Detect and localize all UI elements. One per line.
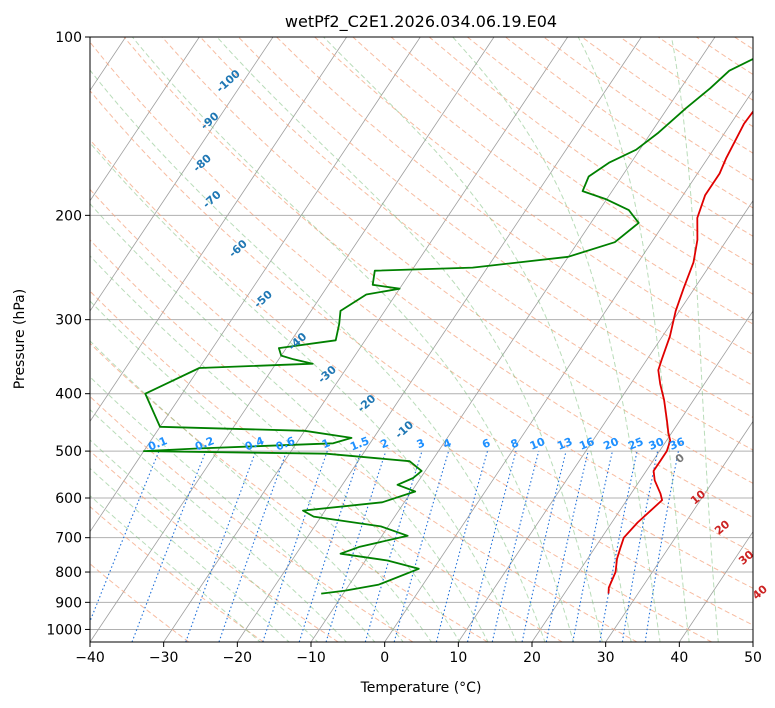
y-tick-label: 700 <box>55 531 82 547</box>
mixing-ratio-line <box>435 450 489 642</box>
mixing-ratio-label: 36 <box>668 435 687 453</box>
x-tick-label: 30 <box>597 650 615 666</box>
mixing-ratio-label: 8 <box>509 436 521 451</box>
mixing-ratio-line <box>466 450 517 642</box>
mixing-ratio-label: 30 <box>647 435 666 453</box>
moist-adiabat-line <box>90 255 461 642</box>
dry-adiabat-line <box>352 37 753 325</box>
isotherm-line <box>531 310 753 642</box>
isotherm-line <box>237 37 642 642</box>
moist-adiabat-line <box>90 300 433 642</box>
y-tick-label: 600 <box>55 491 82 507</box>
x-axis-label: Temperature (°C) <box>360 680 482 696</box>
moist-adiabat-line <box>90 340 404 642</box>
y-tick-label: 100 <box>55 30 82 46</box>
mixing-ratio-label: 3 <box>415 436 427 451</box>
isotherm-line <box>458 200 753 642</box>
y-tick-label: 300 <box>55 313 82 329</box>
moist-adiabat-line <box>90 203 489 642</box>
isotherm-line <box>90 37 200 202</box>
mixing-ratio-line <box>90 450 160 623</box>
y-tick-label: 800 <box>55 565 82 581</box>
axis-ticks: −40 −30 −20 −10 0 10 20 30 40 50 100 200 300 400 500 60… <box>46 30 762 666</box>
mixing-ratio-label: 25 <box>626 435 645 453</box>
isotherm-line <box>90 37 347 423</box>
temperature-profile <box>607 110 753 594</box>
isotherm-line <box>163 37 568 642</box>
dewpoint-profile <box>142 57 753 595</box>
dry-adiabat-line <box>90 89 753 589</box>
mixing-ratio-line <box>545 450 589 642</box>
moist-adiabat-line <box>216 37 603 642</box>
dry-adiabat-line <box>90 41 753 554</box>
moist-adiabat-line <box>90 408 348 642</box>
moist-adiabat-line <box>132 37 575 642</box>
moist-adiabat-line <box>90 142 518 642</box>
isotherm-line <box>384 89 753 642</box>
x-tick-label: 0 <box>380 650 389 666</box>
moist-adiabat-line <box>452 37 661 642</box>
mixing-ratio-line <box>218 450 288 642</box>
isotherm-line <box>90 37 274 312</box>
y-tick-label: 500 <box>55 444 82 460</box>
mixing-ratio-label: 10 <box>528 435 547 453</box>
moist-adiabat-line <box>90 376 376 642</box>
chart-title: wetPf2_C2E1.2026.034.06.19.E04 <box>285 12 557 32</box>
x-tick-label: 50 <box>744 650 762 666</box>
moist-adiabat-line <box>577 37 690 642</box>
mixing-ratio-label: 16 <box>577 435 596 453</box>
dry-adiabat-line <box>90 290 563 642</box>
dry-adiabat-line <box>390 37 753 295</box>
dry-adiabat-line <box>90 395 414 642</box>
moist-adiabat-line <box>90 69 546 642</box>
x-tick-label: 40 <box>670 650 688 666</box>
x-tick-label: −20 <box>223 650 253 666</box>
y-axis-label: Pressure (hPa) <box>12 289 28 389</box>
x-tick-label: 20 <box>523 650 541 666</box>
moist-adiabat-line <box>671 37 719 642</box>
moist-adiabat-line <box>90 495 261 642</box>
plot-frame <box>89 36 754 643</box>
x-tick-label: −40 <box>75 650 105 666</box>
y-tick-label: 900 <box>55 595 82 611</box>
y-tick-label: 1000 <box>46 622 82 638</box>
mixing-ratio-line <box>298 450 362 642</box>
y-tick-label: 400 <box>55 387 82 403</box>
isotherm-line <box>90 37 421 533</box>
y-tick-label: 200 <box>55 208 82 224</box>
moist-adiabat-line <box>90 467 290 642</box>
mixing-ratio-line <box>491 450 540 642</box>
dry-adiabat-line <box>90 239 638 642</box>
moist-adiabat-line <box>323 37 632 642</box>
dry-adiabat-line <box>314 37 753 356</box>
mixing-ratio-line <box>393 450 450 642</box>
background-lines <box>90 37 753 642</box>
sounding-profiles <box>142 57 753 595</box>
x-tick-label: −10 <box>296 650 326 666</box>
mixing-ratio-line <box>131 450 207 642</box>
mixing-ratio-line <box>262 450 328 642</box>
mixing-ratio-label: 1 <box>320 436 332 451</box>
mixing-ratio-line <box>521 450 567 642</box>
dry-adiabat-line <box>90 342 488 642</box>
mixing-ratio-label: 2 <box>379 436 391 451</box>
isotherm-line <box>605 420 753 642</box>
mixing-ratio-line <box>325 450 387 642</box>
isotherm-line <box>679 530 753 642</box>
mixing-ratio-label: 20 <box>602 435 621 453</box>
x-tick-label: −30 <box>149 650 179 666</box>
mixing-ratio-line <box>185 450 257 642</box>
mixing-ratio-label: 13 <box>555 435 574 453</box>
x-tick-label: 10 <box>449 650 467 666</box>
mixing-ratio-line <box>364 450 423 642</box>
isotherm-line <box>90 37 495 642</box>
dry-adiabat-line <box>199 37 753 451</box>
dry-adiabat-line <box>238 37 753 419</box>
moist-adiabat-line <box>90 439 319 642</box>
dry-adiabat-line <box>90 139 753 626</box>
dry-adiabat-line <box>90 188 712 642</box>
